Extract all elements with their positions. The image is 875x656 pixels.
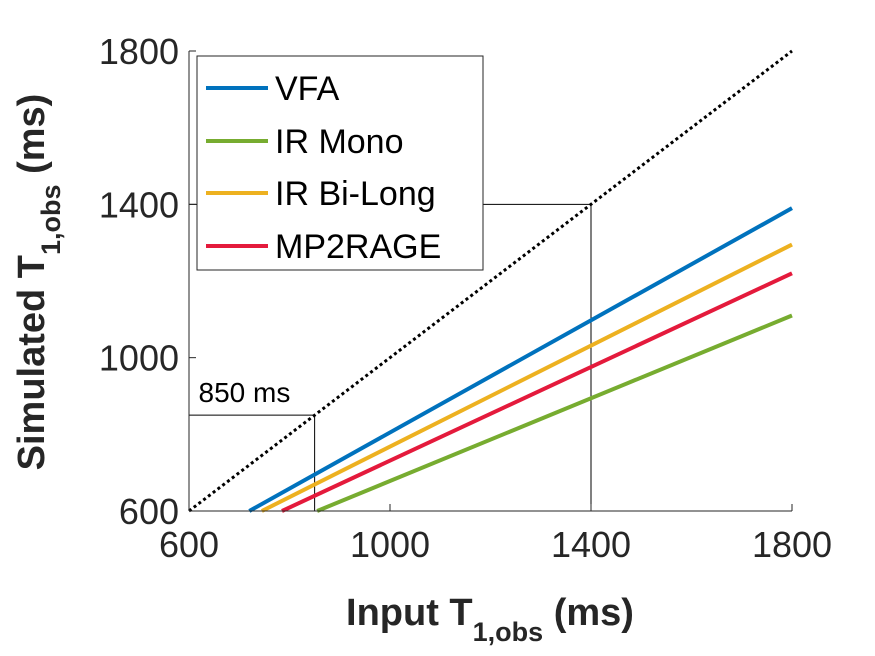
x-axis-title-unit: (ms) bbox=[543, 592, 634, 634]
x-tick-label-1000: 1000 bbox=[350, 524, 430, 565]
identity-line bbox=[188, 49, 793, 513]
annotation-label-0: 850 ms bbox=[199, 377, 291, 408]
legend-entry-ir-bi-long: IR Bi-Long bbox=[206, 175, 436, 213]
legend-entry-vfa: VFA bbox=[206, 70, 340, 108]
y-tick-label-1400: 1400 bbox=[99, 184, 179, 225]
plot-area: 850 ms bbox=[188, 49, 793, 513]
legend-label-mp2rage: MP2RAGE bbox=[275, 228, 441, 266]
y-axis-title-unit: (ms) bbox=[11, 94, 53, 185]
x-axis-title-subscript: 1,obs bbox=[473, 617, 544, 647]
legend-box bbox=[196, 55, 484, 271]
y-tick-label-1800: 1800 bbox=[99, 31, 179, 72]
x-tick-label-1400: 1400 bbox=[551, 524, 631, 565]
y-axis-title-main: Simulated T bbox=[11, 255, 53, 470]
legend-entry-mp2rage: MP2RAGE bbox=[206, 228, 441, 266]
x-tick-label-600: 600 bbox=[159, 524, 219, 565]
x-axis-title: Input T1,obs (ms) bbox=[346, 592, 634, 647]
legend-label-ir-mono: IR Mono bbox=[275, 123, 404, 161]
legend: VFA IR Mono IR Bi-Long MP2RAGE bbox=[196, 55, 484, 271]
y-axis-title-subscript: 1,obs bbox=[36, 184, 66, 255]
x-axis-title-main: Input T bbox=[346, 592, 473, 634]
series-line-vfa bbox=[248, 206, 793, 513]
series-line-mp2rage bbox=[281, 271, 793, 513]
y-tick-label-1000: 1000 bbox=[99, 338, 179, 379]
y-axis-title: Simulated T1,obs (ms) bbox=[11, 94, 66, 471]
series-line-ir-mono bbox=[316, 313, 793, 513]
legend-label-vfa: VFA bbox=[275, 70, 340, 108]
legend-label-ir-bi-long: IR Bi-Long bbox=[275, 175, 436, 213]
x-tick-label-1800: 1800 bbox=[752, 524, 832, 565]
series-line-ir-bi-long bbox=[260, 242, 793, 513]
y-tick-label-600: 600 bbox=[119, 491, 179, 532]
legend-entry-ir-mono: IR Mono bbox=[206, 123, 404, 161]
axes: 600 1000 1400 1800 600 1000 1400 1800 bbox=[99, 31, 832, 565]
